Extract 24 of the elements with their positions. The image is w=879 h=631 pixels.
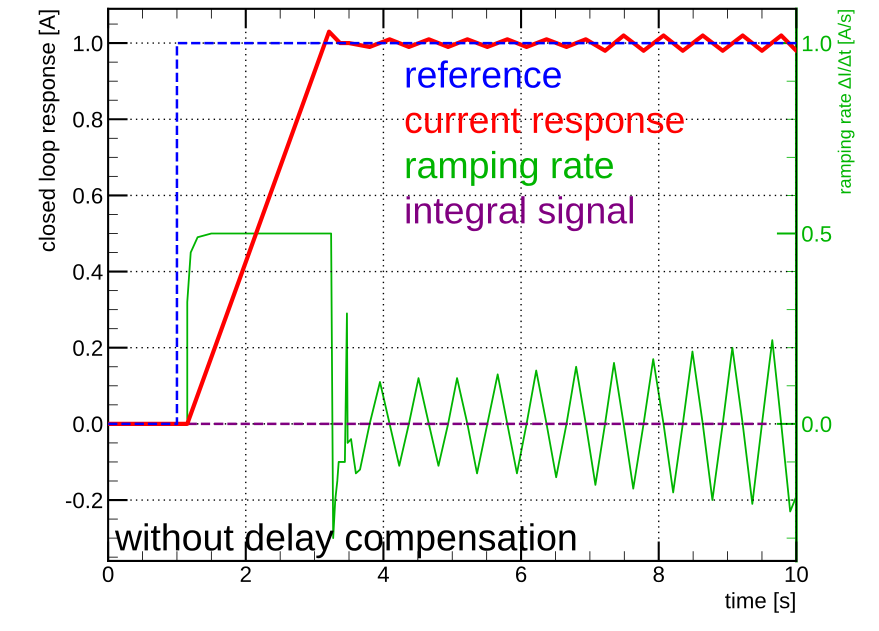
y2-tick-label: 0.0 — [802, 416, 832, 432]
x-tick-label: 4 — [378, 566, 389, 582]
y-tick-label: 0.6 — [73, 188, 102, 204]
x-tick-label: 0 — [102, 566, 114, 582]
text: integral signal — [406, 196, 633, 232]
series-label: current response — [406, 108, 684, 141]
y2-axis-title: ramping rate ΔI/Δt [A/s] — [838, 10, 855, 194]
annotation: without delay compensation — [114, 523, 576, 558]
text: ramping rate — [406, 150, 613, 186]
x-tick-label: 8 — [654, 566, 664, 582]
x-tick-label: 6 — [516, 566, 526, 582]
y2-tick-label: 1.0 — [802, 36, 832, 52]
x-axis-title: time [s] — [725, 592, 795, 613]
y-tick-label: 0.8 — [73, 112, 102, 128]
y2-tick-label: 0.5 — [802, 226, 832, 242]
y-tick-label: 0.0 — [73, 416, 102, 432]
y-tick-label: 1.0 — [74, 36, 102, 52]
x-tick-label: 10 — [786, 566, 808, 582]
y-tick-label: 0.2 — [73, 340, 102, 356]
y-tick-label: -0.2 — [66, 492, 102, 508]
y-tick-label: 0.4 — [73, 264, 103, 280]
y-axis-title: closed loop response [A] — [38, 10, 60, 252]
series-label: reference — [406, 60, 561, 88]
x-tick-label: 2 — [240, 566, 251, 582]
